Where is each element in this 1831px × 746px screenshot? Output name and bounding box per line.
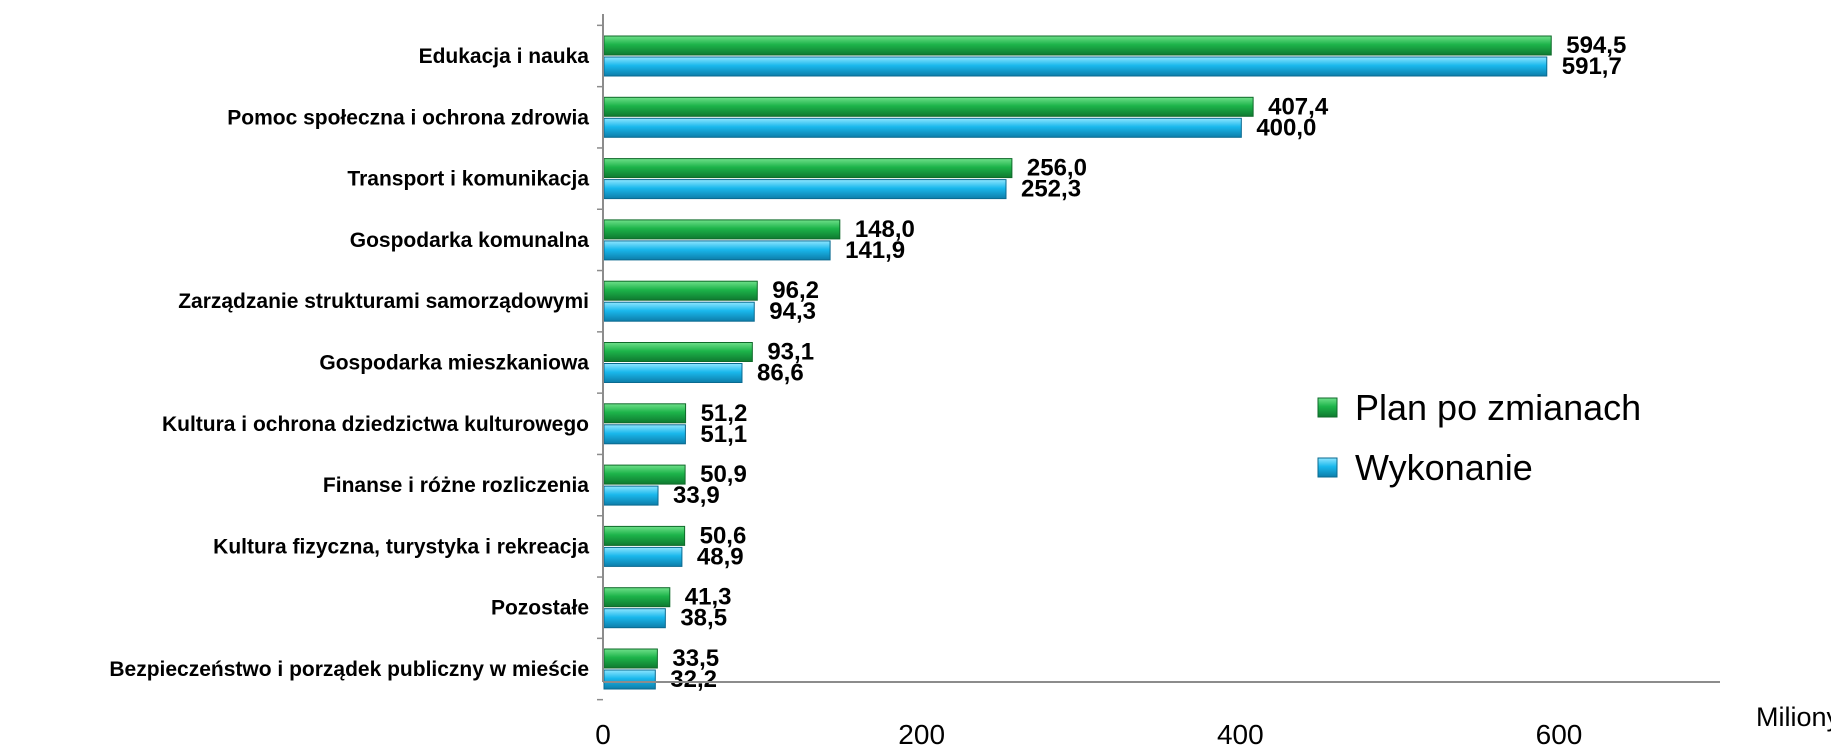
bar-wykonanie-kultura-i-ochrona-dziedzictwa-kulturowego [603,424,686,445]
data-label-wykonanie-pozostale: 38,5 [680,605,727,632]
bar-wykonanie-gospodarka-komunalna [603,240,831,261]
data-label-wykonanie-gospodarka-mieszkaniowa: 86,6 [757,360,804,387]
x-tick-label-200: 200 [898,719,945,746]
data-label-plan-transport-i-komunikacja: 256,0 [1027,155,1087,182]
category-label-bezpieczenstwo-i-porzadek-publiczny-w-miescie: Bezpieczeństwo i porządek publiczny w mi… [109,658,589,681]
data-label-plan-pozostale: 41,3 [685,584,732,611]
bar-plan-kultura-i-ochrona-dziedzictwa-kulturowego [603,403,687,424]
legend-label-wykonanie: Wykonanie [1355,447,1533,488]
x-tick-label-400: 400 [1217,719,1264,746]
x-tick-label-600: 600 [1536,719,1583,746]
bar-plan-bezpieczenstwo-i-porzadek-publiczny-w-miescie [603,648,658,669]
bar-wykonanie-edukacja-i-nauka [603,56,1548,77]
data-label-plan-zarzadzanie-strukturami-samorzadowymi: 96,2 [772,277,819,304]
bar-plan-zarzadzanie-strukturami-samorzadowymi [603,280,758,301]
category-label-finanse-i-rozne-rozliczenia: Finanse i różne rozliczenia [323,474,589,497]
data-label-wykonanie-transport-i-komunikacja: 252,3 [1021,176,1081,203]
legend-swatch-plan [1317,397,1338,418]
data-label-plan-edukacja-i-nauka: 594,5 [1566,32,1626,59]
bar-plan-pozostale [603,587,671,608]
category-label-pozostale: Pozostałe [491,597,589,620]
data-label-plan-gospodarka-mieszkaniowa: 93,1 [767,339,814,366]
x-axis-unit-label: Miliony [1756,702,1831,732]
data-label-wykonanie-kultura-i-ochrona-dziedzictwa-kulturowego: 51,1 [700,421,747,448]
category-label-zarzadzanie-strukturami-samorzadowymi: Zarządzanie strukturami samorządowymi [178,290,589,313]
data-label-wykonanie-pomoc-spoleczna-i-ochrona-zdrowia: 400,0 [1256,114,1316,141]
bar-wykonanie-transport-i-komunikacja [603,179,1007,200]
data-label-wykonanie-zarzadzanie-strukturami-samorzadowymi: 94,3 [769,298,816,325]
legend-item-plan: Plan po zmianach [1317,387,1641,428]
data-label-plan-finanse-i-rozne-rozliczenia: 50,9 [700,461,747,488]
bar-wykonanie-kultura-fizyczna-turystyka-i-rekreacja [603,546,683,567]
category-label-transport-i-komunikacja: Transport i komunikacja [347,168,589,191]
data-label-plan-gospodarka-komunalna: 148,0 [855,216,915,243]
bar-plan-gospodarka-komunalna [603,219,841,240]
bar-plan-gospodarka-mieszkaniowa [603,342,753,362]
legend-item-wykonanie: Wykonanie [1317,447,1533,488]
category-label-edukacja-i-nauka: Edukacja i nauka [419,45,590,68]
data-label-wykonanie-bezpieczenstwo-i-porzadek-publiczny-w-miescie: 32,2 [670,666,717,693]
x-tick-label-0: 0 [595,719,611,746]
bar-wykonanie-finanse-i-rozne-rozliczenia [603,485,659,506]
data-label-plan-kultura-fizyczna-turystyka-i-rekreacja: 50,6 [700,522,747,549]
axis-layer: 0 200 400 600 [595,14,1720,746]
data-label-wykonanie-kultura-fizyczna-turystyka-i-rekreacja: 48,9 [697,543,744,570]
bar-plan-kultura-fizyczna-turystyka-i-rekreacja [603,525,686,546]
bar-plan-transport-i-komunikacja [603,158,1013,179]
bar-wykonanie-zarzadzanie-strukturami-samorzadowymi [603,301,755,322]
bar-plan-pomoc-spoleczna-i-ochrona-zdrowia [603,96,1254,117]
category-label-pomoc-spoleczna-i-ochrona-zdrowia: Pomoc społeczna i ochrona zdrowia [227,106,589,129]
legend: Plan po zmianach Wykonanie [1317,387,1641,488]
data-label-wykonanie-edukacja-i-nauka: 591,7 [1562,53,1622,80]
data-label-plan-pomoc-spoleczna-i-ochrona-zdrowia: 407,4 [1268,93,1329,120]
data-label-plan-kultura-i-ochrona-dziedzictwa-kulturowego: 51,2 [701,400,748,427]
legend-label-plan: Plan po zmianach [1355,387,1641,428]
bar-wykonanie-pozostale [603,608,666,629]
data-label-plan-bezpieczenstwo-i-porzadek-publiczny-w-miescie: 33,5 [672,645,719,672]
bars-layer [603,35,1552,690]
category-label-gospodarka-mieszkaniowa: Gospodarka mieszkaniowa [319,352,589,375]
data-label-wykonanie-finanse-i-rozne-rozliczenia: 33,9 [673,482,720,509]
bar-plan-edukacja-i-nauka [603,35,1552,56]
data-label-wykonanie-gospodarka-komunalna: 141,9 [845,237,905,264]
legend-swatch-wykonanie [1317,457,1338,478]
bar-wykonanie-bezpieczenstwo-i-porzadek-publiczny-w-miescie [603,669,656,690]
category-label-gospodarka-komunalna: Gospodarka komunalna [350,229,590,252]
bar-wykonanie-gospodarka-mieszkaniowa [603,363,743,383]
category-label-kultura-fizyczna-turystyka-i-rekreacja: Kultura fizyczna, turystyka i rekreacja [213,535,589,558]
bar-wykonanie-pomoc-spoleczna-i-ochrona-zdrowia [603,117,1242,138]
category-label-kultura-i-ochrona-dziedzictwa-kulturowego: Kultura i ochrona dziedzictwa kulturoweg… [162,413,589,436]
